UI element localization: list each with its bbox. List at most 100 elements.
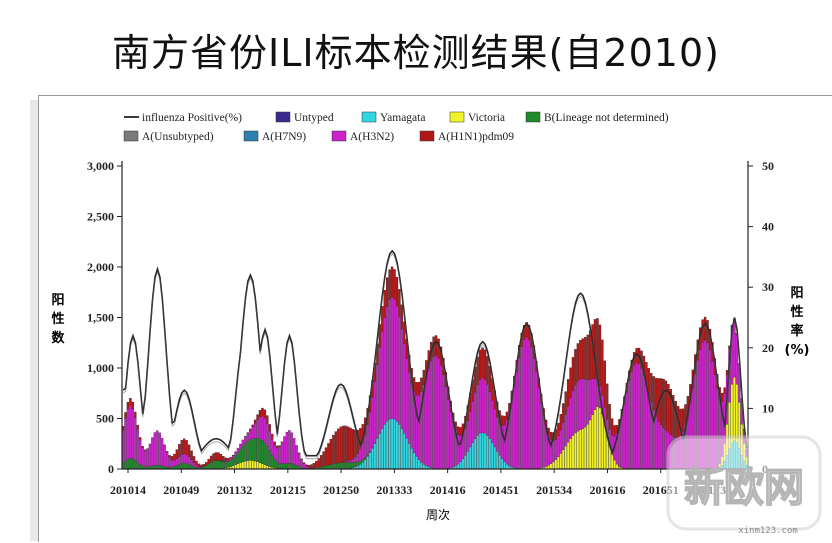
- bar-h3n2: [132, 409, 134, 459]
- bar-yam: [486, 435, 488, 469]
- bar-h3n2: [557, 436, 559, 457]
- bar-h1n1: [323, 452, 325, 467]
- legend-swatch: [332, 131, 346, 141]
- bar-b: [252, 439, 254, 461]
- bar-b: [178, 464, 180, 469]
- bar-vic: [587, 424, 589, 469]
- bar-vic: [584, 427, 586, 469]
- bar-h3n2: [266, 424, 268, 447]
- bar-h3n2: [486, 384, 488, 435]
- bar-h1n1: [506, 412, 508, 420]
- bar-h3n2: [173, 460, 175, 466]
- bar-h3n2: [467, 421, 469, 451]
- bar-h3n2: [352, 459, 354, 462]
- bar-h1n1: [582, 339, 584, 379]
- bar-b: [345, 462, 347, 468]
- bar-yam: [408, 443, 410, 469]
- bar-h3n2: [283, 437, 285, 464]
- bar-h3n2: [569, 398, 571, 439]
- bar-h3n2: [425, 377, 427, 466]
- bar-h1n1: [181, 440, 183, 454]
- bar-yam: [479, 433, 481, 469]
- bar-h1n1: [183, 439, 185, 454]
- bar-h3n2: [733, 320, 735, 377]
- bar-h3n2: [242, 440, 244, 446]
- bar-vic: [237, 464, 239, 469]
- bar-h3n2: [291, 433, 293, 464]
- bar-vic: [577, 431, 579, 469]
- bar-h3n2: [298, 453, 300, 466]
- bar-h1n1: [486, 356, 488, 384]
- legend-swatch: [526, 112, 540, 122]
- bar-vic: [599, 408, 601, 469]
- bar-h3n2: [579, 379, 581, 430]
- bar-h1n1: [166, 451, 168, 452]
- bar-h3n2: [518, 358, 520, 469]
- bar-yam: [506, 464, 508, 469]
- bar-h3n2: [484, 379, 486, 433]
- y-tick-label-right: 50: [762, 159, 774, 173]
- bar-h1n1: [401, 305, 403, 330]
- bar-h3n2: [555, 440, 557, 460]
- bar-h1n1: [249, 429, 251, 430]
- bar-h3n2: [259, 417, 261, 439]
- bar-h3n2: [256, 420, 258, 439]
- bar-h3n2: [582, 379, 584, 429]
- bar-b: [137, 462, 139, 469]
- bar-h1n1: [606, 384, 608, 419]
- bar-h1n1: [352, 429, 354, 459]
- bar-h1n1: [567, 379, 569, 406]
- bar-h1n1: [305, 465, 307, 467]
- bar-h3n2: [239, 444, 241, 449]
- bar-h3n2: [225, 461, 227, 462]
- bar-h1n1: [579, 340, 581, 379]
- bar-vic: [611, 454, 613, 469]
- bar-h1n1: [193, 456, 195, 462]
- bar-h1n1: [230, 457, 232, 458]
- bar-h1n1: [318, 458, 320, 467]
- bar-h3n2: [254, 423, 256, 438]
- bar-h3n2: [134, 418, 136, 461]
- bar-h3n2: [396, 306, 398, 421]
- x-tick-label: 201616: [589, 483, 625, 497]
- bar-b: [230, 460, 232, 466]
- bar-h1n1: [459, 427, 461, 436]
- bar-h3n2: [374, 381, 376, 442]
- bar-yam: [489, 439, 491, 469]
- bar-b: [212, 461, 214, 469]
- bar-h3n2: [538, 387, 540, 468]
- bar-h3n2: [178, 456, 180, 464]
- bar-yam: [371, 448, 373, 469]
- bar-b: [208, 464, 210, 469]
- bar-h3n2: [587, 380, 589, 425]
- bar-yam: [362, 462, 364, 469]
- bar-h3n2: [190, 460, 192, 466]
- bar-h3n2: [137, 429, 139, 462]
- bar-h3n2: [281, 442, 283, 463]
- x-tick-label: 201014: [110, 483, 146, 497]
- bar-h1n1: [349, 428, 351, 460]
- bar-yam: [389, 419, 391, 469]
- bar-h3n2: [364, 435, 366, 458]
- bar-h3n2: [472, 402, 474, 443]
- bar-h1n1: [308, 465, 310, 467]
- bar-h3n2: [386, 307, 388, 422]
- bar-h1n1: [396, 277, 398, 306]
- bar-b: [274, 459, 276, 468]
- bar-vic: [574, 433, 576, 469]
- bar-h3n2: [195, 465, 197, 467]
- bar-b: [232, 458, 234, 466]
- bar-h1n1: [501, 415, 503, 425]
- bar-h3n2: [164, 445, 166, 466]
- bar-h1n1: [653, 376, 655, 410]
- bar-h1n1: [347, 427, 349, 461]
- legend-swatch: [124, 131, 138, 141]
- bar-vic: [242, 462, 244, 469]
- bar-h3n2: [574, 385, 576, 433]
- x-tick-label: 201416: [430, 483, 466, 497]
- bar-yam: [501, 459, 503, 469]
- bar-b: [225, 462, 227, 468]
- bar-yam: [379, 433, 381, 469]
- x-tick-label: 201534: [536, 483, 572, 497]
